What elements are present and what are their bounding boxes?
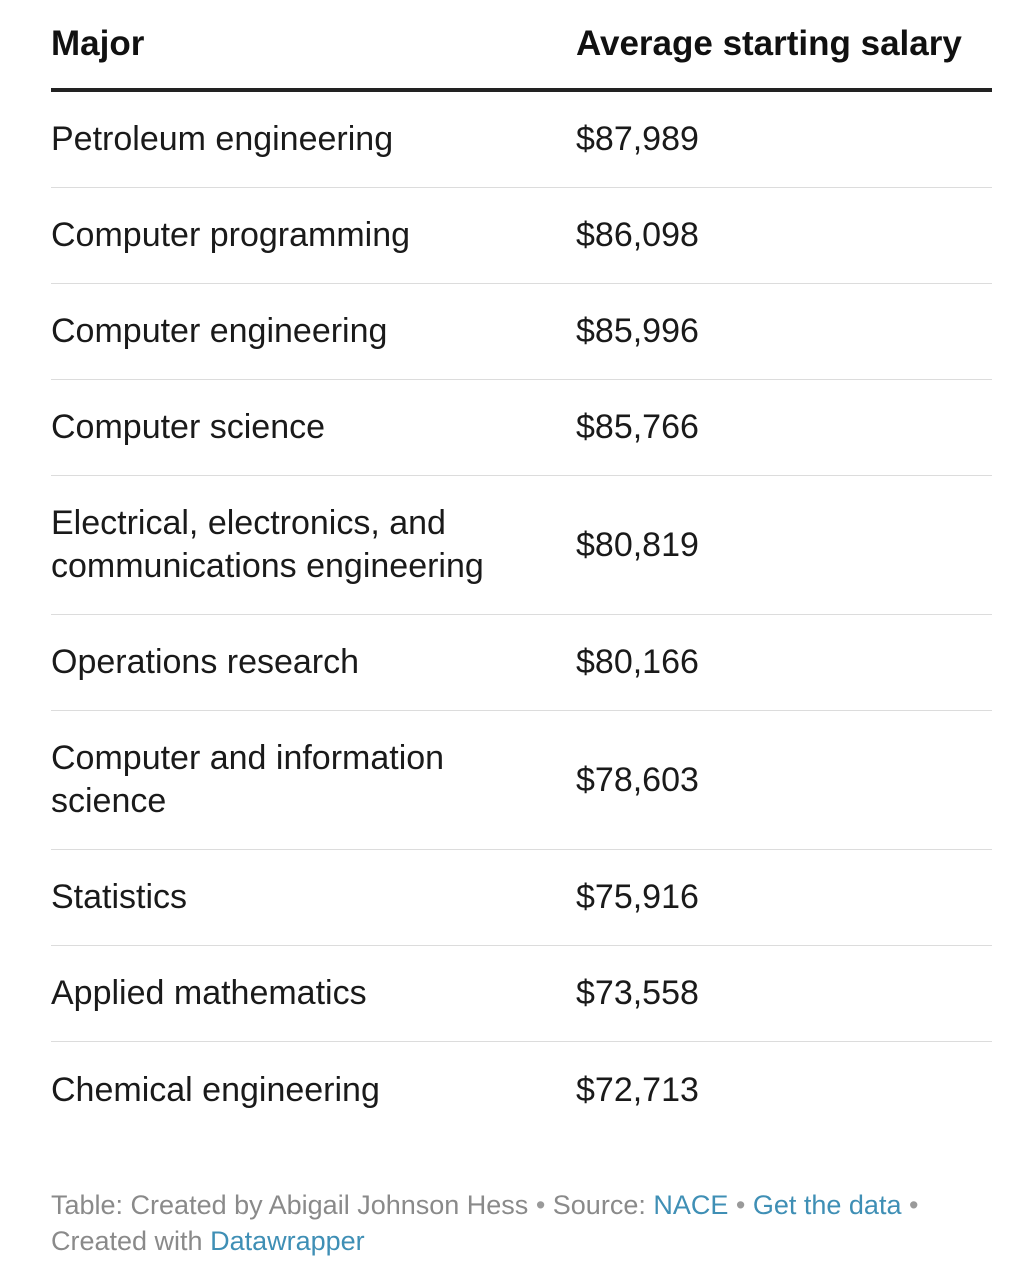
- cell-major: Computer and information science: [51, 739, 445, 820]
- table-row: Computer and information science $78,603: [51, 711, 992, 850]
- cell-major: Computer science: [51, 408, 326, 446]
- cell-salary: $75,916: [576, 878, 699, 916]
- salary-table: Major Average starting salary Petroleum …: [51, 0, 992, 1138]
- cell-salary: $80,166: [576, 643, 699, 681]
- cell-major: Operations research: [51, 643, 360, 681]
- cell-major: Statistics: [51, 878, 188, 916]
- cell-major: Chemical engineering: [51, 1070, 380, 1109]
- cell-salary: $73,558: [576, 974, 699, 1012]
- datawrapper-link[interactable]: Datawrapper: [210, 1226, 365, 1256]
- source-link[interactable]: NACE: [653, 1190, 729, 1220]
- table-row: Computer programming $86,098: [51, 188, 992, 284]
- table-row: Statistics $75,916: [51, 850, 992, 946]
- cell-major: Electrical, electronics, and communicati…: [51, 504, 484, 585]
- table-row: Petroleum engineering $87,989: [51, 92, 992, 188]
- cell-salary: $87,989: [576, 120, 699, 158]
- cell-salary: $86,098: [576, 216, 699, 254]
- table-body: Petroleum engineering $87,989 Computer pro…: [51, 92, 992, 1138]
- cell-major: Computer programming: [51, 216, 411, 254]
- table-row: Computer science $85,766: [51, 380, 992, 476]
- cell-salary: $78,603: [576, 760, 699, 799]
- get-the-data-link[interactable]: Get the data: [752, 1190, 902, 1220]
- table-header: Major Average starting salary: [51, 0, 992, 92]
- cell-salary: $85,766: [576, 408, 699, 446]
- cell-salary: $85,996: [576, 312, 699, 350]
- table-row: Computer engineering $85,996: [51, 284, 992, 380]
- footer-source-label: Source:: [552, 1190, 646, 1220]
- table-footer: Table: Created by Abigail Johnson Hess •…: [51, 1187, 981, 1259]
- table-row: Operations research $80,166: [51, 615, 992, 711]
- column-header-major[interactable]: Major: [51, 24, 145, 63]
- cell-major: Computer engineering: [51, 312, 388, 350]
- table-row: Applied mathematics $73,558: [51, 946, 992, 1042]
- footer-separator: •: [908, 1190, 919, 1220]
- table-row: Electrical, electronics, and communicati…: [51, 476, 992, 615]
- footer-separator: •: [535, 1190, 546, 1220]
- cell-salary: $72,713: [576, 1070, 699, 1109]
- cell-major: Petroleum engineering: [51, 120, 394, 158]
- footer-created-with: Created with: [51, 1226, 203, 1256]
- cell-major: Applied mathematics: [51, 974, 367, 1012]
- footer-separator: •: [735, 1190, 746, 1220]
- cell-salary: $80,819: [576, 525, 699, 564]
- footer-credit: Table: Created by Abigail Johnson Hess: [51, 1190, 529, 1220]
- column-header-salary[interactable]: Average starting salary: [576, 24, 962, 63]
- table-row: Chemical engineering $72,713: [51, 1042, 992, 1138]
